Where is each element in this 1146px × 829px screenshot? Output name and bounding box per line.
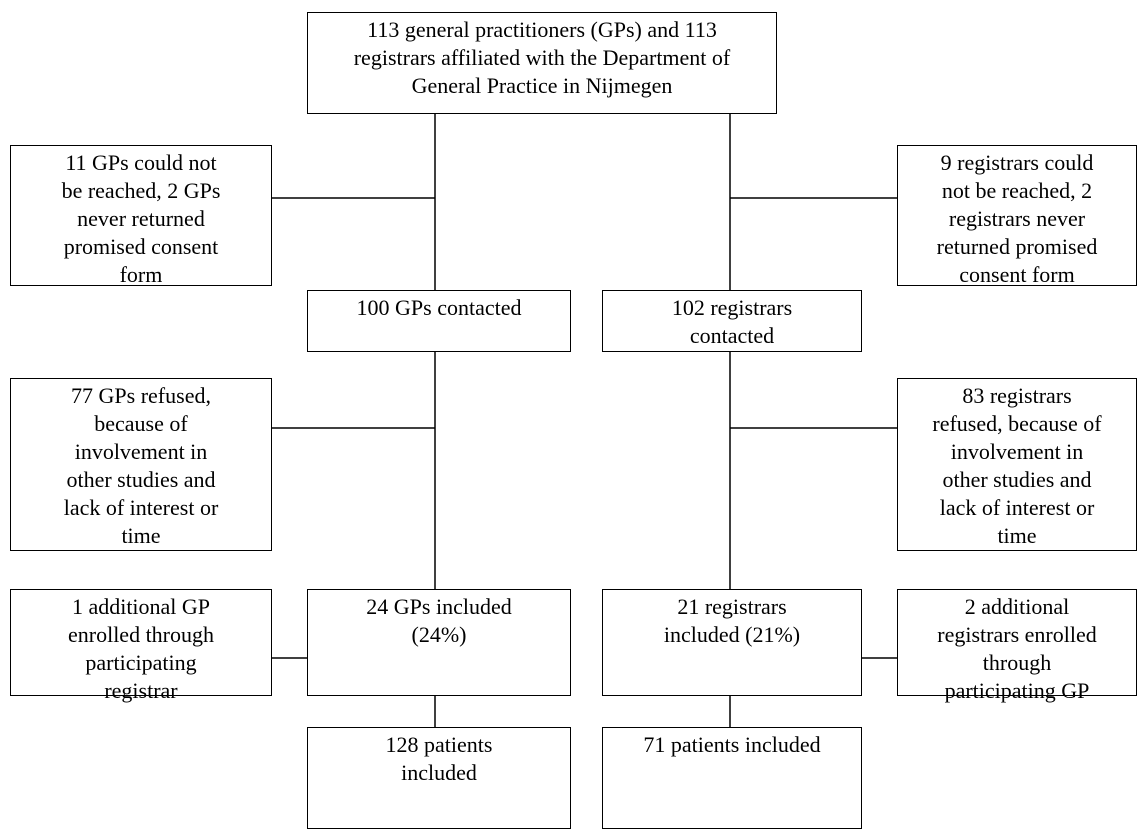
node-text-line: form bbox=[119, 262, 163, 287]
node-text-line: other studies and bbox=[66, 467, 216, 492]
node-text-line: 100 GPs contacted bbox=[356, 295, 522, 320]
node-text-line: participating GP bbox=[944, 678, 1090, 703]
node-text-line: participating bbox=[85, 650, 197, 675]
node: 83 registrars refused, because of involvem… bbox=[897, 378, 1137, 551]
node-text-line: involvement in bbox=[950, 439, 1084, 464]
node-text-line: lack of interest or bbox=[63, 495, 219, 520]
node-text-line: returned promised bbox=[936, 234, 1098, 259]
node: 128 patients included bbox=[307, 727, 571, 829]
node-text-line: registrars enrolled bbox=[937, 622, 1097, 647]
node-text-line: registrars never bbox=[948, 206, 1086, 231]
node: 1 additional GP enrolled through participa… bbox=[10, 589, 272, 703]
node-text-line: 128 patients bbox=[385, 732, 493, 757]
node: 9 registrars could not be reached, 2 regis… bbox=[897, 145, 1137, 287]
node-text-line: enrolled through bbox=[67, 622, 215, 647]
node: 24 GPs included (24%) bbox=[307, 589, 571, 696]
node-text-line: through bbox=[982, 650, 1052, 675]
node-text-line: 21 registrars bbox=[677, 594, 787, 619]
node: 11 GPs could not be reached, 2 GPs never r… bbox=[10, 145, 272, 287]
node-text-line: other studies and bbox=[942, 467, 1092, 492]
node-text-line: 77 GPs refused, bbox=[71, 383, 211, 408]
node-text-line: consent form bbox=[959, 262, 1075, 287]
node-text-line: 2 additional bbox=[964, 594, 1070, 619]
node-text-line: because of bbox=[94, 411, 188, 436]
node-text-line: time bbox=[121, 523, 161, 548]
node-text-line: 113 general practitioners (GPs) and 113 bbox=[367, 17, 717, 42]
node-text-line: 24 GPs included bbox=[366, 594, 512, 619]
node-text-line: 1 additional GP bbox=[71, 594, 211, 619]
node-text-line: General Practice in Nijmegen bbox=[411, 73, 673, 98]
node: 71 patients included bbox=[602, 727, 862, 829]
node-text-line: 71 patients included bbox=[643, 732, 821, 757]
node-text-line: 9 registrars could bbox=[940, 150, 1094, 175]
node-text-line: contacted bbox=[689, 323, 775, 348]
node-text-line: 102 registrars bbox=[671, 295, 793, 320]
node: 113 general practitioners (GPs) and 113 r… bbox=[307, 12, 777, 114]
node-text-line: 83 registrars bbox=[962, 383, 1072, 408]
node-text-line: never returned bbox=[77, 206, 205, 231]
node-text-line: refused, because of bbox=[932, 411, 1102, 436]
node: 100 GPs contacted bbox=[307, 290, 571, 352]
node-text-line: included bbox=[401, 760, 477, 785]
node-text-line: lack of interest or bbox=[939, 495, 1095, 520]
node-text-line: be reached, 2 GPs bbox=[61, 178, 221, 203]
node-text-line: promised consent bbox=[63, 234, 219, 259]
node-text-line: registrar bbox=[104, 678, 178, 703]
node-text-line: (24%) bbox=[411, 622, 467, 647]
node-text-line: 11 GPs could not bbox=[65, 150, 217, 175]
node: 102 registrars contacted bbox=[602, 290, 862, 352]
node-text-line: included (21%) bbox=[663, 622, 801, 647]
node-text-line: registrars affiliated with the Departmen… bbox=[353, 45, 731, 70]
node: 21 registrars included (21%) bbox=[602, 589, 862, 696]
node-text-line: not be reached, 2 bbox=[941, 178, 1093, 203]
node: 77 GPs refused, because of involvement in o… bbox=[10, 378, 272, 551]
node-text-line: involvement in bbox=[74, 439, 208, 464]
node: 2 additional registrars enrolled through pa… bbox=[897, 589, 1137, 703]
node-text-line: time bbox=[997, 523, 1037, 548]
